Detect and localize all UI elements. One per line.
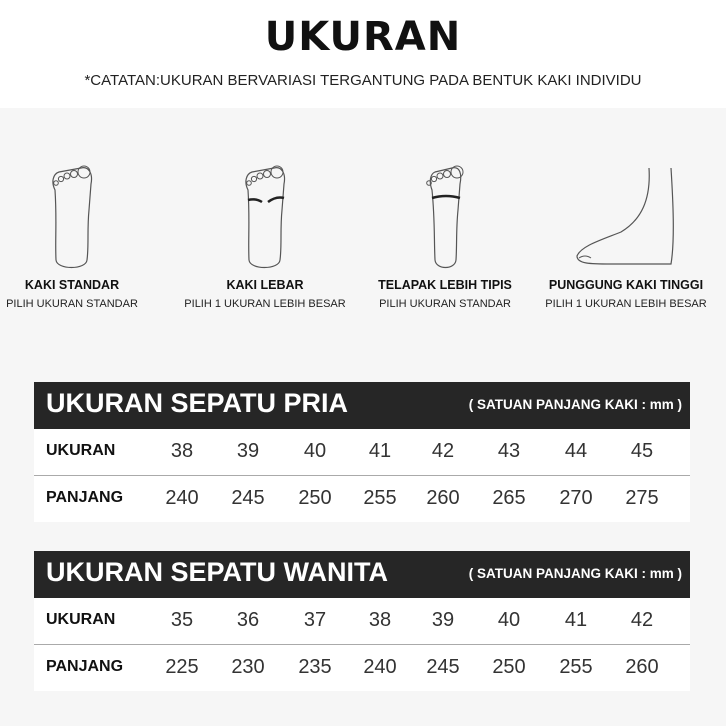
men-size-table: UKURAN SEPATU PRIA ( SATUAN PANJANG KAKI… <box>34 382 690 522</box>
length-cell: 265 <box>492 487 526 509</box>
size-cell: 35 <box>170 609 194 631</box>
length-cell: 255 <box>559 656 593 678</box>
foot-type-card: PUNGGUNG KAKI TINGGI PILIH 1 UKURAN LEBI… <box>536 160 716 310</box>
table-row: UKURAN 38 39 40 41 42 43 44 45 <box>34 429 690 476</box>
table-row: PANJANG 240 245 250 255 260 265 270 275 <box>34 476 690 522</box>
length-cell: 235 <box>298 656 332 678</box>
size-cell: 42 <box>630 609 654 631</box>
length-cell: 250 <box>298 487 332 509</box>
table-row: PANJANG 225 230 235 240 245 250 255 260 <box>34 645 690 691</box>
length-cell: 260 <box>426 487 460 509</box>
size-cell: 39 <box>236 440 260 462</box>
foot-type-advice: PILIH UKURAN STANDAR <box>6 298 138 310</box>
size-cell: 40 <box>303 440 327 462</box>
size-note: *CATATAN:UKURAN BERVARIASI TERGANTUNG PA… <box>84 72 642 89</box>
foot-type-label: KAKI LEBAR <box>226 278 304 292</box>
length-cell: 270 <box>559 487 593 509</box>
size-cell: 45 <box>630 440 654 462</box>
row-label: PANJANG <box>46 489 124 506</box>
size-cell: 39 <box>431 609 455 631</box>
size-cell: 40 <box>497 609 521 631</box>
length-cell: 250 <box>492 656 526 678</box>
table-header: UKURAN SEPATU PRIA ( SATUAN PANJANG KAKI… <box>34 382 690 429</box>
length-cell: 255 <box>363 487 397 509</box>
length-cell: 240 <box>165 487 199 509</box>
foot-type-advice: PILIH 1 UKURAN LEBIH BESAR <box>545 298 707 310</box>
page-title: UKURAN <box>264 14 462 60</box>
foot-type-card: KAKI STANDAR PILIH UKURAN STANDAR <box>0 160 162 310</box>
size-cell: 41 <box>368 440 392 462</box>
length-cell: 245 <box>231 487 265 509</box>
wide-foot-icon <box>175 160 355 272</box>
foot-type-label: PUNGGUNG KAKI TINGGI <box>548 278 704 292</box>
row-label: UKURAN <box>46 611 116 628</box>
foot-type-label: TELAPAK LEBIH TIPIS <box>378 278 512 292</box>
foot-type-card: KAKI LEBAR PILIH 1 UKURAN LEBIH BESAR <box>175 160 355 310</box>
length-cell: 245 <box>426 656 460 678</box>
size-cell: 38 <box>368 609 392 631</box>
table-title: UKURAN SEPATU WANITA <box>46 557 388 587</box>
length-cell: 225 <box>165 656 199 678</box>
length-cell: 230 <box>231 656 265 678</box>
foot-type-label: KAKI STANDAR <box>24 278 120 292</box>
standard-foot-icon <box>0 160 162 272</box>
foot-type-advice: PILIH UKURAN STANDAR <box>379 298 511 310</box>
thin-foot-icon <box>355 160 535 272</box>
high-instep-foot-icon <box>536 160 716 272</box>
length-cell: 275 <box>625 487 659 509</box>
size-cell: 37 <box>303 609 327 631</box>
row-label: UKURAN <box>46 442 116 459</box>
row-label: PANJANG <box>46 658 124 675</box>
size-cell: 38 <box>170 440 194 462</box>
length-cell: 260 <box>625 656 659 678</box>
foot-type-card: TELAPAK LEBIH TIPIS PILIH UKURAN STANDAR <box>355 160 535 310</box>
size-cell: 44 <box>564 440 588 462</box>
foot-type-advice: PILIH 1 UKURAN LEBIH BESAR <box>184 298 346 310</box>
length-cell: 240 <box>363 656 397 678</box>
size-cell: 43 <box>497 440 521 462</box>
table-title: UKURAN SEPATU PRIA <box>46 388 349 418</box>
table-unit: ( SATUAN PANJANG KAKI : mm ) <box>468 566 682 581</box>
size-cell: 42 <box>431 440 455 462</box>
table-header: UKURAN SEPATU WANITA ( SATUAN PANJANG KA… <box>34 551 690 598</box>
size-cell: 36 <box>236 609 260 631</box>
size-cell: 41 <box>564 609 588 631</box>
women-size-table: UKURAN SEPATU WANITA ( SATUAN PANJANG KA… <box>34 551 690 691</box>
table-row: UKURAN 35 36 37 38 39 40 41 42 <box>34 598 690 645</box>
table-unit: ( SATUAN PANJANG KAKI : mm ) <box>468 397 682 412</box>
